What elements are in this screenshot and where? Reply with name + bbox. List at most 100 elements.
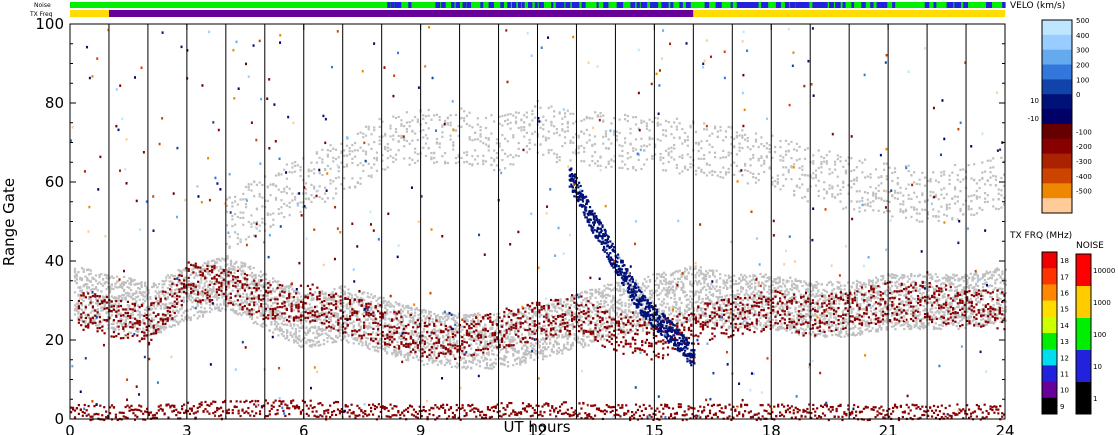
data-point [584,342,587,345]
noise-strip-tick [741,2,745,8]
data-point [179,270,182,273]
data-point [680,312,683,315]
data-point [145,293,148,296]
data-point [280,328,283,331]
data-point [414,311,417,314]
data-point [222,301,226,304]
data-point [368,315,371,319]
data-point [806,305,809,308]
data-point [733,326,736,329]
data-point [478,322,482,325]
data-point [790,317,794,321]
data-point [692,309,695,312]
data-point [161,303,164,306]
data-point [198,284,201,287]
data-point [243,263,247,266]
data-point [208,310,212,313]
data-point [664,278,667,281]
data-point [450,317,454,321]
data-point [326,333,329,336]
data-point [499,333,503,336]
data-point [370,306,373,309]
data-point [804,315,808,318]
data-point [215,303,219,306]
data-point [757,319,760,322]
data-point [813,332,816,336]
data-point [692,316,695,319]
data-point [315,319,319,323]
data-point [554,320,557,324]
data-point [200,293,203,296]
data-point [459,358,462,361]
data-point [378,346,382,349]
data-point [177,300,180,304]
data-point [273,296,276,299]
data-point [429,339,432,342]
data-point [773,306,776,309]
data-point [456,362,459,365]
data-point [841,310,844,313]
data-point [310,299,313,302]
data-point [382,296,385,300]
data-point [571,327,574,330]
data-point [310,306,313,309]
data-point [294,327,297,331]
data-point [591,302,594,306]
data-point [215,296,219,299]
data-point [257,281,261,284]
data-point [606,303,610,307]
data-point [715,285,718,288]
data-point [773,280,776,283]
data-point [312,297,315,300]
data-point [834,324,837,327]
data-point [801,284,804,288]
data-point [719,277,722,280]
data-point [440,315,443,319]
data-point [126,325,129,328]
data-point [456,342,459,345]
data-point [531,324,534,328]
data-point [834,302,837,305]
data-point [436,363,439,366]
data-point [214,293,217,297]
data-point [489,332,492,335]
plot-data-layer [70,26,1008,422]
data-point [706,318,709,322]
data-point [685,294,688,297]
noise-strip-tick [527,2,533,8]
data-point [771,318,774,321]
data-point [710,283,713,286]
data-point [789,301,792,304]
data-point [783,327,787,331]
data-point [689,280,692,283]
data-point [775,305,778,308]
data-point [403,326,406,329]
data-point [349,305,352,308]
data-point [717,300,720,303]
data-point [690,303,694,306]
data-point [475,338,478,342]
data-point [610,300,613,304]
data-point [165,321,168,324]
data-point [422,363,425,366]
data-point [598,327,601,330]
data-point [638,294,641,297]
data-point [270,317,273,320]
data-point [114,309,117,312]
data-point [683,290,687,294]
data-point [671,305,674,308]
data-point [599,291,603,295]
data-point [137,313,140,316]
data-point [138,298,141,301]
data-point [485,352,489,355]
data-point [452,318,455,322]
data-point [701,314,704,317]
data-point [480,356,483,359]
data-point [626,280,629,283]
data-point [210,308,213,311]
data-point [705,275,708,278]
data-point [485,362,489,365]
data-point [757,282,760,285]
data-point [328,304,331,307]
data-point [817,294,820,297]
